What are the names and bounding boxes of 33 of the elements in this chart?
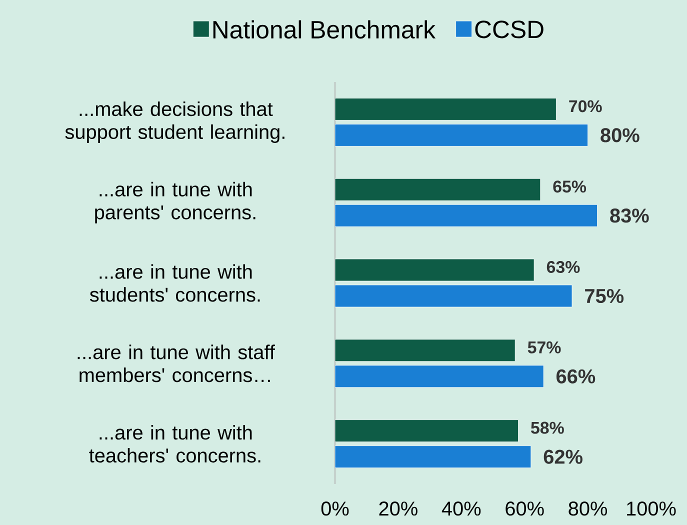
bar [335,124,588,146]
data-label: 58% [530,422,564,434]
y-tick-label: ...are in tune with students' concerns. [90,264,260,302]
bar [335,204,598,227]
bar [335,258,534,282]
bar [335,98,556,120]
data-label: 63% [546,260,580,274]
x-tick-label: 60% [506,502,544,516]
x-tick-label: 80% [568,502,608,516]
x-tick-label: 40% [442,502,481,516]
data-label: 83% [610,208,649,223]
data-label: 75% [585,288,624,304]
x-tick-label: 100% [627,502,676,516]
y-tick-label: ...are in tune with parents' concerns. [95,182,256,224]
x-tick-label: 0% [321,502,349,516]
bar [335,339,516,362]
data-label: 65% [553,180,586,193]
legend-label: CCSD [475,20,544,38]
data-label: 57% [528,341,561,354]
bar [335,365,544,388]
bar [335,420,518,442]
x-tick-label: 20% [379,502,418,516]
y-tick-label: ...are in tune with teachers' concerns. [89,425,260,463]
data-label: 62% [544,450,582,464]
data-label: 80% [600,128,640,142]
y-tick-label: ...are in tune with staff members' concerns… [78,344,275,382]
data-label: 70% [569,100,602,112]
bar [335,446,532,468]
legend-label: National Benchmark [213,20,436,39]
y-tick-label: ...make decisions that support student learning. [65,101,284,143]
bar [335,178,541,201]
bar [335,284,572,308]
data-label: 66% [556,369,596,384]
